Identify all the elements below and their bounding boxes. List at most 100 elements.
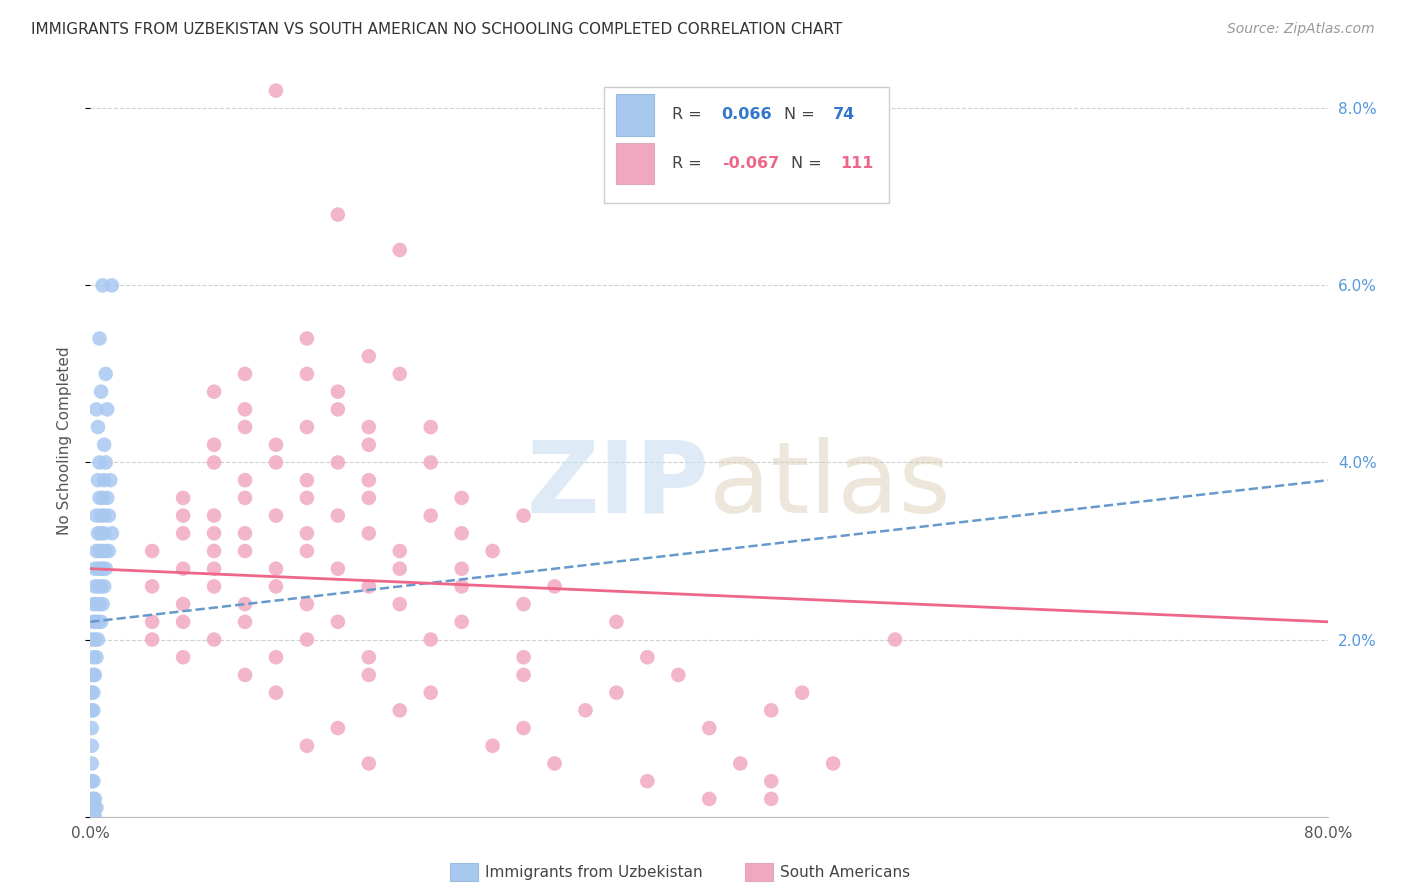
Point <box>93 579 115 593</box>
Point <box>89 455 111 469</box>
Point <box>94 455 117 469</box>
Point <box>91 491 114 505</box>
Point <box>83 809 105 823</box>
Point <box>295 544 318 558</box>
Text: -0.067: -0.067 <box>721 156 779 171</box>
Point <box>98 473 121 487</box>
Point <box>512 597 534 611</box>
Point <box>82 668 104 682</box>
Text: South Americans: South Americans <box>780 865 911 880</box>
Point <box>87 579 110 593</box>
Point <box>141 632 163 647</box>
Point <box>96 402 118 417</box>
Point <box>202 632 225 647</box>
Point <box>202 508 225 523</box>
Point <box>83 801 105 815</box>
Point <box>90 526 112 541</box>
Point <box>419 508 441 523</box>
Point <box>295 332 318 346</box>
Point <box>264 84 287 98</box>
Point <box>80 809 103 823</box>
Point <box>82 809 104 823</box>
Point <box>295 491 318 505</box>
Point <box>697 721 720 735</box>
Point <box>91 544 114 558</box>
Point <box>97 544 120 558</box>
Point <box>80 792 103 806</box>
Point <box>202 579 225 593</box>
Point <box>93 508 115 523</box>
Point <box>264 650 287 665</box>
Point <box>512 721 534 735</box>
Point <box>450 579 472 593</box>
Point <box>82 615 104 629</box>
Point <box>357 650 380 665</box>
Point <box>264 438 287 452</box>
Point <box>83 792 105 806</box>
Point <box>233 597 256 611</box>
Point <box>87 615 110 629</box>
Point <box>91 278 114 293</box>
Text: 74: 74 <box>834 107 855 122</box>
Point <box>82 686 104 700</box>
Point <box>512 508 534 523</box>
Point <box>86 801 108 815</box>
Point <box>264 455 287 469</box>
Point <box>450 562 472 576</box>
Point <box>388 597 411 611</box>
Text: Source: ZipAtlas.com: Source: ZipAtlas.com <box>1227 22 1375 37</box>
FancyBboxPatch shape <box>616 143 654 185</box>
Point <box>172 526 194 541</box>
Point <box>97 508 120 523</box>
Point <box>326 208 349 222</box>
Point <box>326 721 349 735</box>
Point <box>419 455 441 469</box>
Point <box>91 597 114 611</box>
Text: N =: N = <box>783 107 814 122</box>
Point <box>80 632 103 647</box>
Point <box>172 562 194 576</box>
Point <box>357 473 380 487</box>
Point <box>94 544 117 558</box>
Point <box>728 756 751 771</box>
Point <box>202 544 225 558</box>
Point <box>82 597 104 611</box>
Y-axis label: No Schooling Completed: No Schooling Completed <box>58 346 72 534</box>
Point <box>357 349 380 363</box>
Point <box>172 615 194 629</box>
Point <box>87 632 110 647</box>
Text: N =: N = <box>792 156 821 171</box>
Point <box>543 756 565 771</box>
Point <box>83 562 105 576</box>
Point <box>82 703 104 717</box>
Point <box>87 420 110 434</box>
Point <box>90 615 112 629</box>
Point <box>86 508 108 523</box>
Point <box>202 526 225 541</box>
Point <box>264 579 287 593</box>
Point <box>233 473 256 487</box>
Point <box>87 473 110 487</box>
Point <box>326 615 349 629</box>
Point <box>326 384 349 399</box>
Point <box>80 703 103 717</box>
Point <box>512 668 534 682</box>
Text: atlas: atlas <box>709 437 950 534</box>
Point <box>295 367 318 381</box>
Point <box>419 632 441 647</box>
Point <box>543 579 565 593</box>
Text: IMMIGRANTS FROM UZBEKISTAN VS SOUTH AMERICAN NO SCHOOLING COMPLETED CORRELATION : IMMIGRANTS FROM UZBEKISTAN VS SOUTH AMER… <box>31 22 842 37</box>
Point <box>89 332 111 346</box>
Point <box>605 615 627 629</box>
Point <box>233 544 256 558</box>
Point <box>87 526 110 541</box>
Point <box>884 632 907 647</box>
Point <box>326 508 349 523</box>
Point <box>636 650 658 665</box>
Point <box>326 455 349 469</box>
Point <box>574 703 596 717</box>
Point <box>233 668 256 682</box>
Point <box>86 402 108 417</box>
Point <box>295 526 318 541</box>
Point <box>90 384 112 399</box>
